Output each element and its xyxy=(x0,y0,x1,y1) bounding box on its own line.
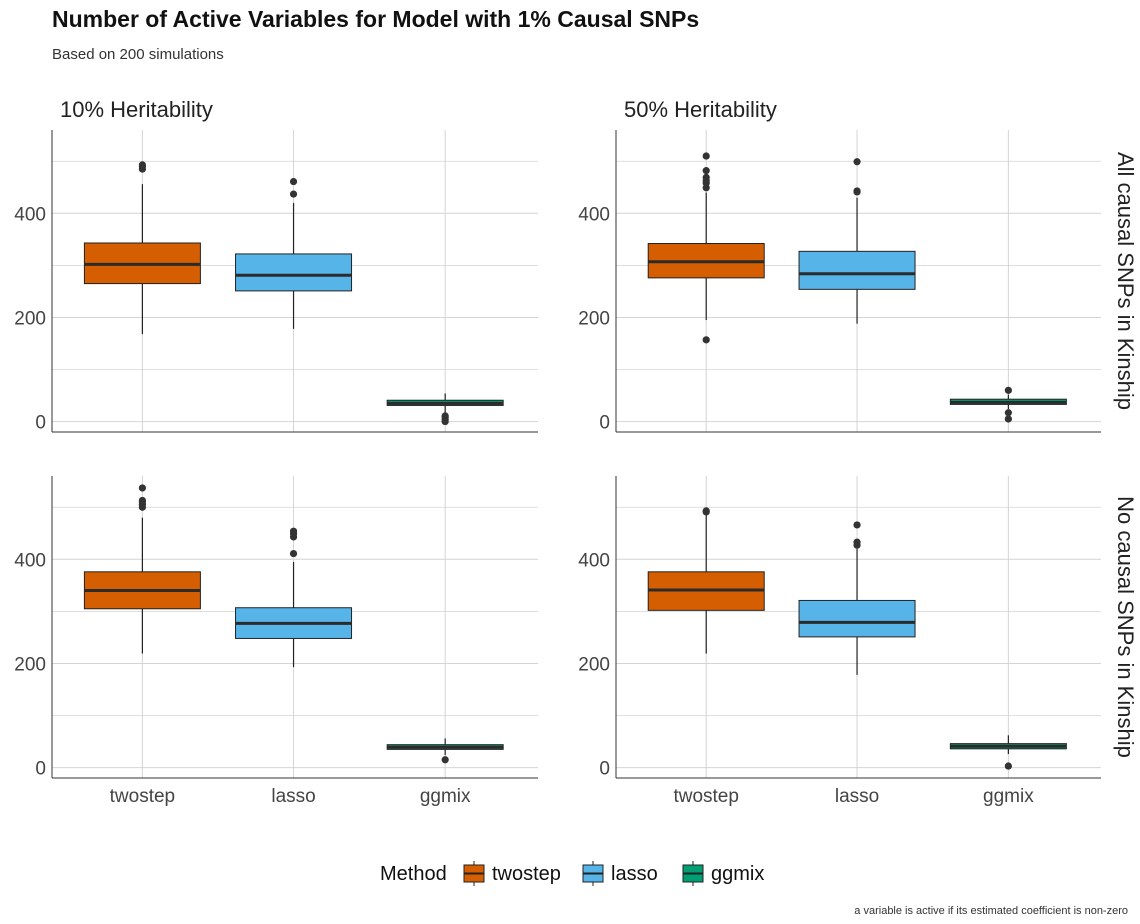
y-tick-label: 400 xyxy=(14,550,46,571)
y-tick-label: 400 xyxy=(14,204,46,225)
outlier-point xyxy=(138,161,146,169)
outlier-point xyxy=(853,158,861,166)
facet-column-label: 10% Heritability xyxy=(60,97,213,122)
x-tick-label: ggmix xyxy=(983,786,1034,807)
outlier-point xyxy=(138,484,146,492)
outlier-point xyxy=(702,336,710,344)
outlier-point xyxy=(138,496,146,505)
outlier-point xyxy=(702,173,710,181)
legend-title: Method xyxy=(380,863,447,885)
outlier-point xyxy=(441,756,449,764)
outlier-point xyxy=(1004,415,1012,423)
y-tick-label: 0 xyxy=(35,413,46,434)
legend-label-lasso: lasso xyxy=(611,863,658,885)
x-tick-label: twostep xyxy=(110,786,175,807)
x-tick-label: lasso xyxy=(835,786,879,807)
outlier-point xyxy=(1004,762,1012,770)
legend-label-ggmix: ggmix xyxy=(711,863,764,885)
x-tick-label: lasso xyxy=(271,786,315,807)
chart-caption: a variable is active if its estimated co… xyxy=(854,905,1128,917)
y-tick-label: 200 xyxy=(578,308,610,329)
box-lasso xyxy=(798,599,916,638)
facet-row-label: No causal SNPs in Kinship xyxy=(1113,496,1138,758)
outlier-point xyxy=(1004,409,1012,417)
box-lasso xyxy=(235,253,353,292)
legend-label-twostep: twostep xyxy=(492,863,561,885)
y-tick-label: 200 xyxy=(14,654,46,675)
outlier-point xyxy=(289,177,298,186)
facet-row-label: All causal SNPs in Kinship xyxy=(1113,152,1138,410)
y-tick-label: 200 xyxy=(14,308,46,329)
y-tick-label: 0 xyxy=(599,413,610,434)
outlier-point xyxy=(853,521,861,529)
outlier-point xyxy=(1004,386,1012,394)
outlier-point xyxy=(289,549,298,558)
x-tick-label: twostep xyxy=(673,786,738,807)
chart-subtitle: Based on 200 simulations xyxy=(52,46,224,63)
y-tick-label: 400 xyxy=(578,550,610,571)
outlier-point xyxy=(702,152,710,160)
y-tick-label: 0 xyxy=(35,759,46,780)
box-lasso xyxy=(798,250,916,290)
outlier-point xyxy=(441,412,449,420)
outlier-point xyxy=(702,507,710,515)
outlier-point xyxy=(853,538,861,546)
y-tick-label: 400 xyxy=(578,204,610,225)
facet-column-label: 50% Heritability xyxy=(624,97,777,122)
y-tick-label: 200 xyxy=(578,654,610,675)
outlier-point xyxy=(289,190,298,198)
x-tick-label: ggmix xyxy=(420,786,471,807)
chart-title: Number of Active Variables for Model wit… xyxy=(52,6,700,32)
outlier-point xyxy=(853,187,861,195)
outlier-point xyxy=(702,167,710,175)
outlier-point xyxy=(289,527,298,535)
y-tick-label: 0 xyxy=(599,759,610,780)
